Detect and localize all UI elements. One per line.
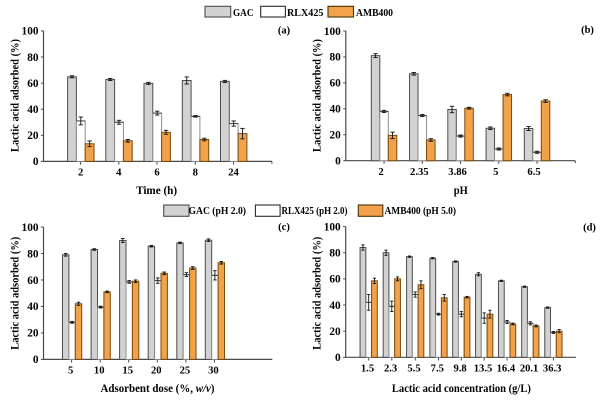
svg-text:RLX425: RLX425 — [287, 7, 323, 19]
svg-text:Lactic acid adsorbed (%): Lactic acid adsorbed (%) — [10, 237, 22, 350]
svg-text:80: 80 — [27, 248, 39, 260]
svg-text:25: 25 — [180, 366, 191, 377]
svg-text:(d): (d) — [583, 223, 596, 234]
svg-text:GAC: GAC — [233, 7, 254, 19]
svg-text:15: 15 — [122, 366, 133, 377]
svg-text:20: 20 — [27, 130, 39, 142]
svg-text:40: 40 — [329, 300, 341, 312]
svg-text:(a): (a) — [278, 26, 291, 37]
svg-text:GAC (pH 2.0): GAC (pH 2.0) — [189, 206, 247, 217]
svg-text:24: 24 — [228, 168, 239, 179]
svg-text:2: 2 — [378, 167, 383, 178]
svg-text:100: 100 — [324, 26, 341, 38]
svg-text:13.5: 13.5 — [474, 364, 493, 375]
svg-text:36.3: 36.3 — [543, 364, 562, 375]
svg-text:80: 80 — [329, 248, 341, 260]
svg-text:Lactic acid adsorbed (%): Lactic acid adsorbed (%) — [312, 39, 324, 152]
svg-text:(c): (c) — [278, 222, 290, 233]
svg-text:20: 20 — [330, 130, 342, 142]
svg-text:pH: pH — [454, 183, 468, 197]
svg-text:60: 60 — [27, 275, 39, 287]
svg-text:4: 4 — [116, 168, 122, 179]
svg-text:2.35: 2.35 — [410, 167, 429, 178]
svg-text:100: 100 — [324, 221, 341, 233]
svg-text:2.3: 2.3 — [384, 364, 397, 375]
svg-text:60: 60 — [330, 78, 342, 90]
svg-text:0: 0 — [33, 354, 39, 366]
svg-text:9.8: 9.8 — [453, 364, 466, 375]
svg-text:20.1: 20.1 — [520, 364, 539, 375]
svg-text:40: 40 — [330, 104, 342, 116]
svg-text:1.5: 1.5 — [361, 364, 374, 375]
svg-text:3.86: 3.86 — [448, 167, 467, 178]
svg-text:Lactic acid adsorbed (%): Lactic acid adsorbed (%) — [10, 39, 22, 152]
svg-text:RLX425 (pH 2.0): RLX425 (pH 2.0) — [282, 206, 348, 217]
svg-text:6: 6 — [154, 168, 159, 179]
svg-text:5: 5 — [68, 366, 73, 377]
svg-text:60: 60 — [329, 274, 341, 286]
svg-text:40: 40 — [27, 301, 39, 313]
svg-text:30: 30 — [208, 366, 219, 377]
svg-text:7.5: 7.5 — [431, 364, 444, 375]
svg-text:80: 80 — [27, 52, 39, 64]
svg-text:Lactic acid adsorbed (%): Lactic acid adsorbed (%) — [312, 237, 324, 350]
svg-text:(b): (b) — [581, 25, 594, 36]
svg-text:20: 20 — [151, 366, 162, 377]
svg-text:0: 0 — [335, 156, 341, 168]
svg-text:AMB400 (pH 5.0): AMB400 (pH 5.0) — [385, 206, 457, 217]
svg-text:0: 0 — [33, 156, 39, 168]
svg-text:40: 40 — [27, 104, 39, 116]
svg-text:5.5: 5.5 — [407, 364, 420, 375]
svg-text:60: 60 — [27, 78, 39, 90]
svg-text:10: 10 — [94, 366, 105, 377]
svg-text:Lactic acid concentration (g/L: Lactic acid concentration (g/L) — [392, 381, 531, 395]
svg-text:Adsorbent dose (%, w/v): Adsorbent dose (%, w/v) — [101, 381, 215, 395]
svg-text:20: 20 — [27, 328, 39, 340]
svg-text:16.4: 16.4 — [497, 364, 516, 375]
svg-text:2: 2 — [78, 168, 83, 179]
svg-text:80: 80 — [330, 52, 342, 64]
svg-text:5: 5 — [493, 167, 498, 178]
svg-text:20: 20 — [329, 326, 341, 338]
svg-text:100: 100 — [22, 222, 39, 234]
svg-text:AMB400: AMB400 — [356, 7, 393, 19]
svg-text:6.5: 6.5 — [527, 167, 540, 178]
svg-text:8: 8 — [193, 168, 198, 179]
svg-text:Time (h): Time (h) — [136, 183, 177, 197]
svg-text:100: 100 — [22, 26, 39, 38]
svg-text:0: 0 — [335, 352, 341, 364]
